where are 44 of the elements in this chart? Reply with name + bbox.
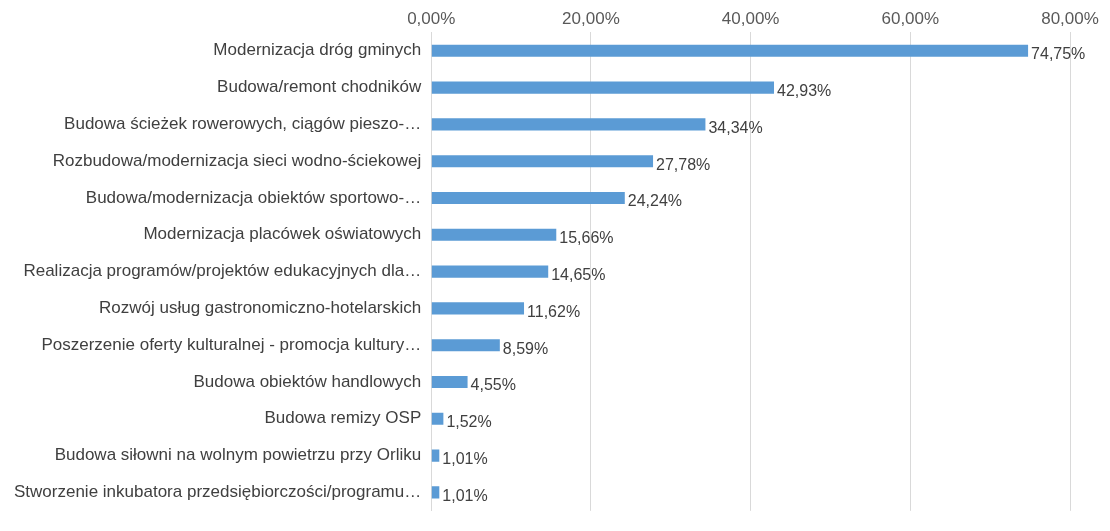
- bar: [431, 375, 468, 389]
- bar: [431, 81, 775, 94]
- y-tick-label: Modernizacja dróg gminych: [213, 40, 422, 60]
- y-tick-label: Realizacja programów/projektów edukacyjnych dla…: [23, 261, 422, 281]
- y-tick-label: Rozwój usług gastronomiczno-hotelarskich: [99, 298, 422, 318]
- y-tick-label: Budowa ścieżek rowerowych, ciągów pieszo-…: [64, 114, 422, 134]
- y-tick-label: Stworzenie inkubatora przedsiębiorczości/programu…: [13, 482, 422, 502]
- data-label: 15,66%: [559, 229, 614, 247]
- y-tick-label: Rozbudowa/modernizacja sieci wodno-ściekowej: [52, 150, 422, 170]
- data-label: 24,24%: [627, 192, 683, 210]
- x-tick-label: 60,00%: [881, 8, 940, 28]
- bar: [431, 486, 440, 499]
- y-tick-label: Modernizacja placówek oświatowych: [143, 224, 422, 244]
- x-tick-label: 0,00%: [407, 8, 456, 28]
- data-label: 4,55%: [470, 376, 516, 394]
- data-label: 14,65%: [551, 266, 606, 284]
- x-tick-label: 40,00%: [721, 8, 780, 28]
- x-tick-label: 80,00%: [1041, 8, 1099, 28]
- y-tick-label: Budowa remizy OSP: [264, 408, 422, 428]
- bar: [431, 449, 440, 462]
- data-label: 34,34%: [708, 118, 763, 136]
- bar: [431, 118, 706, 131]
- data-label: 1,01%: [442, 486, 488, 504]
- bar: [431, 155, 654, 168]
- bar: [431, 339, 500, 352]
- data-label: 42,93%: [777, 82, 832, 100]
- y-tick-label: Budowa/remont chodników: [217, 77, 422, 97]
- x-tick-label: 20,00%: [562, 8, 620, 28]
- bar: [431, 412, 444, 425]
- data-label: 74,75%: [1031, 45, 1086, 63]
- data-label: 1,52%: [446, 413, 492, 431]
- data-label: 11,62%: [527, 302, 581, 320]
- bar: [431, 302, 525, 315]
- data-label: 27,78%: [656, 155, 711, 173]
- bar: [431, 265, 549, 278]
- bar: [431, 191, 625, 205]
- y-tick-label: Poszerzenie oferty kulturalnej - promocja kultury…: [41, 334, 422, 354]
- bar: [431, 228, 557, 241]
- bar: [431, 44, 1029, 57]
- data-label: 1,01%: [442, 450, 488, 468]
- y-tick-label: Budowa/modernizacja obiektów sportowo-…: [85, 187, 422, 207]
- y-tick-label: Budowa obiektów handlowych: [193, 371, 422, 391]
- data-label: 8,59%: [502, 339, 549, 357]
- y-tick-label: Budowa siłowni na wolnym powietrzu przy Orliku: [54, 445, 422, 465]
